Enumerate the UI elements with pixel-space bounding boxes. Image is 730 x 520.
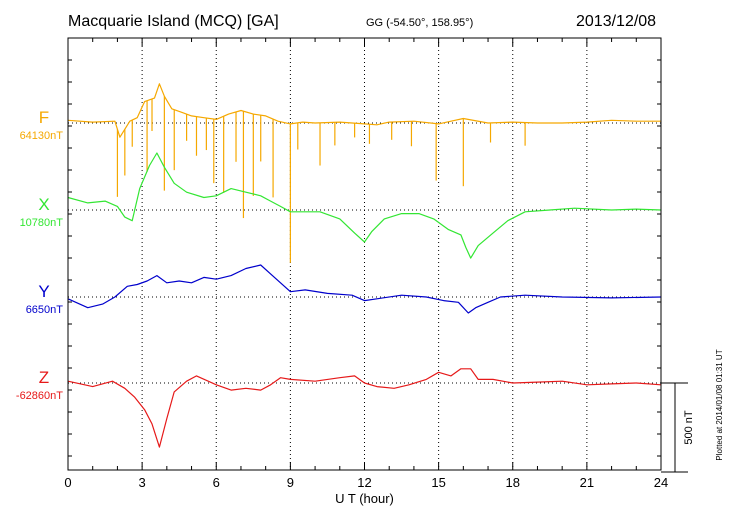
baseline-value-x: 10780nT: [20, 217, 64, 229]
series-line-f: [67, 83, 661, 138]
chart-title: Macquarie Island (MCQ) [GA]: [68, 13, 279, 30]
grid-layer: [68, 38, 661, 470]
series-name-y: Y: [38, 282, 49, 301]
frame-layer: [67, 37, 688, 473]
baseline-value-y: 6650nT: [26, 304, 64, 316]
x-tick-label: 21: [580, 475, 594, 490]
series-layer: [67, 83, 662, 448]
series-name-x: X: [38, 195, 49, 214]
x-tick-label: 24: [654, 475, 668, 490]
series-name-z: Z: [39, 368, 49, 387]
x-tick-label: 3: [139, 475, 146, 490]
series-name-f: F: [39, 108, 49, 127]
series-line-z: [67, 368, 662, 448]
x-tick-label: 15: [431, 475, 445, 490]
x-tick-label: 9: [287, 475, 294, 490]
x-tick-label: 6: [213, 475, 220, 490]
label-layer: F 64130nT X 10780nT Y 6650nT Z -62860nT 0 3 6 9 12 15…: [16, 108, 724, 506]
baseline-value-z: -62860nT: [16, 390, 63, 402]
x-tick-label: 18: [506, 475, 520, 490]
plotted-note: Plotted at 2014/01/08 01:31 UT: [715, 349, 724, 460]
x-axis-label: U T (hour): [335, 491, 394, 506]
scale-bar-label: 500 nT: [683, 410, 695, 445]
series-line-x: [67, 152, 662, 259]
series-line-y: [67, 264, 662, 314]
x-tick-label: 12: [357, 475, 371, 490]
x-tick-label: 0: [64, 475, 71, 490]
date-label: 2013/12/08: [576, 13, 657, 30]
baseline-value-f: 64130nT: [20, 130, 64, 142]
coordinates-label: GG (-54.50°, 158.95°): [366, 17, 474, 29]
